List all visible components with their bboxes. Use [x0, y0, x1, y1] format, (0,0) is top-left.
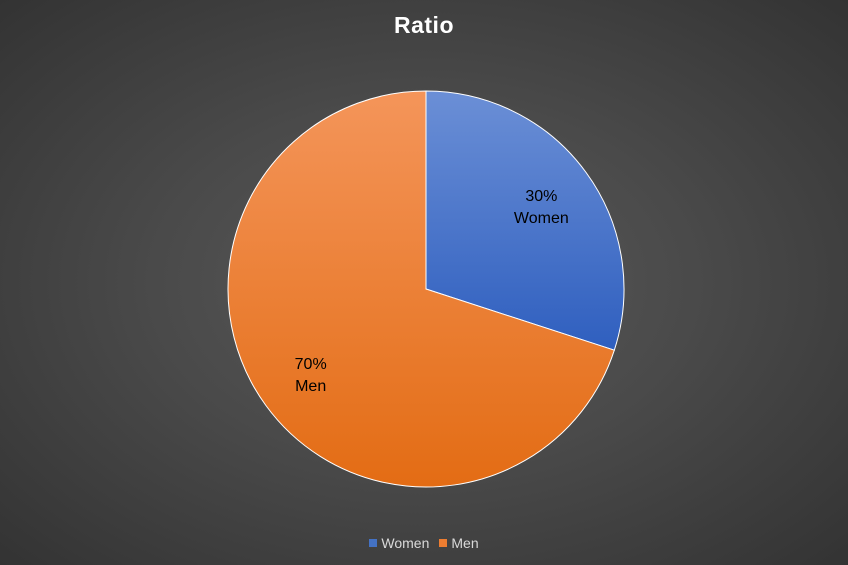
data-label-category-women: Women — [514, 210, 569, 227]
data-label-percent-women: 30% — [525, 188, 557, 205]
data-label-percent-men: 70% — [295, 356, 327, 373]
legend-label-women: Women — [381, 535, 430, 551]
legend-swatch-men — [439, 539, 448, 547]
chart-title: Ratio — [394, 12, 454, 38]
legend-item-men: Men — [439, 535, 479, 551]
pie-slice-women — [425, 90, 625, 351]
legend: Women Men — [0, 535, 848, 551]
legend-swatch-women — [369, 539, 378, 547]
legend-item-women: Women — [369, 535, 429, 551]
pie-slice-men — [227, 90, 615, 488]
legend-label-men: Men — [451, 535, 479, 551]
data-label-category-men: Men — [295, 378, 326, 395]
